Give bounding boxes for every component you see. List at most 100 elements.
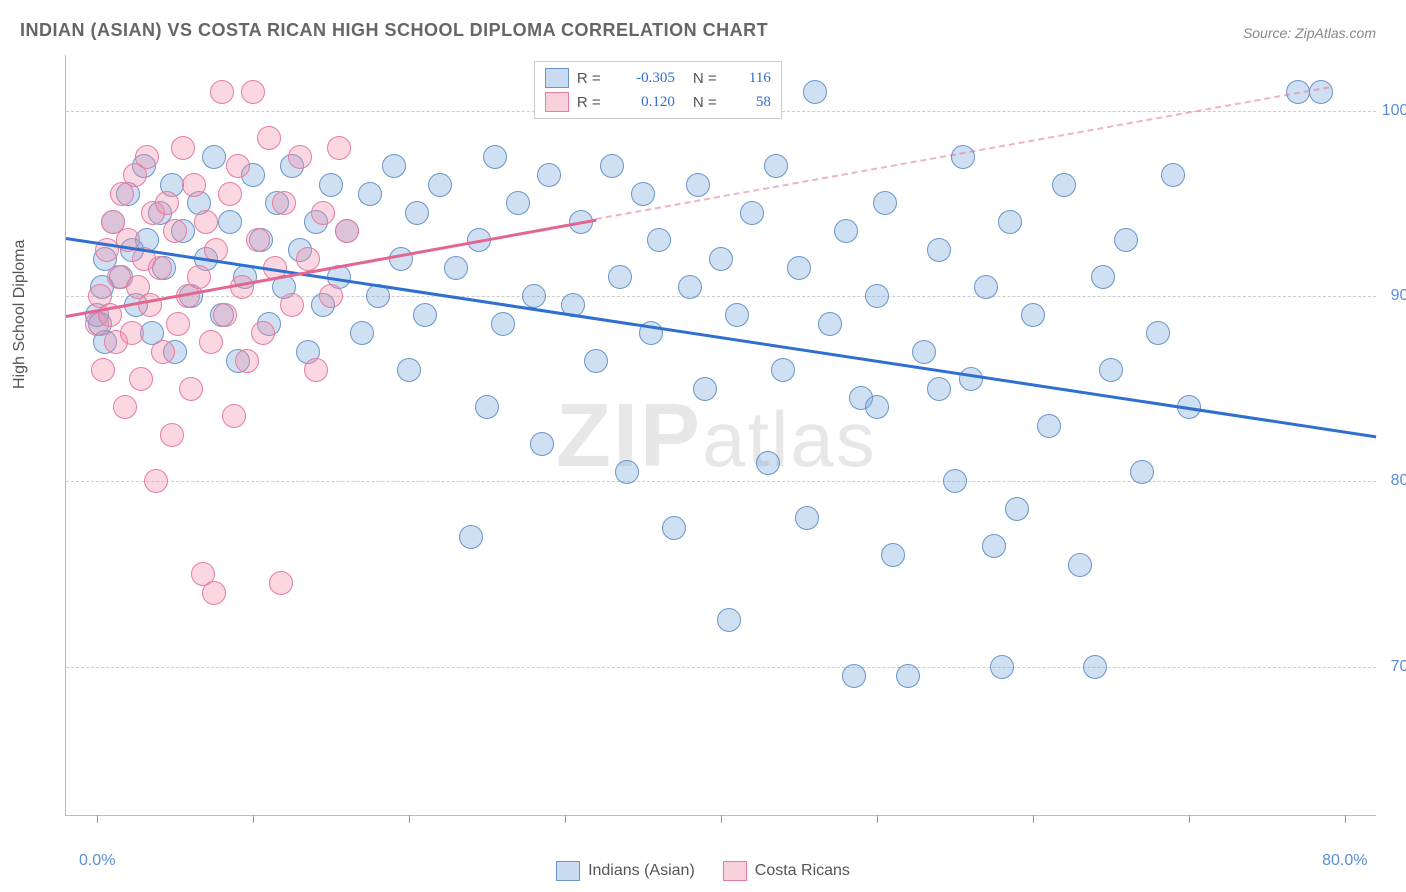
data-point xyxy=(202,145,226,169)
data-point xyxy=(428,173,452,197)
data-point xyxy=(222,404,246,428)
legend-swatch xyxy=(556,861,580,881)
x-tick xyxy=(97,815,98,823)
data-point xyxy=(257,126,281,150)
data-point xyxy=(998,210,1022,234)
chart-container: INDIAN (ASIAN) VS COSTA RICAN HIGH SCHOO… xyxy=(0,0,1406,892)
data-point xyxy=(251,321,275,345)
data-point xyxy=(787,256,811,280)
legend-n-value: 116 xyxy=(731,70,771,87)
legend-r-value: 0.120 xyxy=(615,94,675,111)
data-point xyxy=(1037,414,1061,438)
data-point xyxy=(475,395,499,419)
data-point xyxy=(319,284,343,308)
data-point xyxy=(151,340,175,364)
data-point xyxy=(951,145,975,169)
data-point xyxy=(896,664,920,688)
data-point xyxy=(210,80,234,104)
data-point xyxy=(113,395,137,419)
y-tick-label: 80.0% xyxy=(1391,472,1406,490)
data-point xyxy=(725,303,749,327)
data-point xyxy=(1068,553,1092,577)
data-point xyxy=(842,664,866,688)
data-point xyxy=(608,265,632,289)
data-point xyxy=(678,275,702,299)
data-point xyxy=(199,330,223,354)
data-point xyxy=(246,228,270,252)
data-point xyxy=(881,543,905,567)
chart-title: INDIAN (ASIAN) VS COSTA RICAN HIGH SCHOO… xyxy=(20,20,768,41)
data-point xyxy=(1146,321,1170,345)
data-point xyxy=(358,182,382,206)
data-point xyxy=(382,154,406,178)
data-point xyxy=(459,525,483,549)
legend-n-value: 58 xyxy=(731,94,771,111)
legend-r-label: R = xyxy=(577,94,607,111)
x-tick xyxy=(721,815,722,823)
data-point xyxy=(1130,460,1154,484)
data-point xyxy=(144,469,168,493)
data-point xyxy=(818,312,842,336)
data-point xyxy=(943,469,967,493)
data-point xyxy=(1099,358,1123,382)
data-point xyxy=(990,655,1014,679)
y-tick-label: 70.0% xyxy=(1391,658,1406,676)
data-point xyxy=(647,228,671,252)
data-point xyxy=(631,182,655,206)
data-point xyxy=(163,219,187,243)
y-tick-label: 100.0% xyxy=(1382,102,1406,120)
data-point xyxy=(1005,497,1029,521)
data-point xyxy=(662,516,686,540)
data-point xyxy=(1091,265,1115,289)
data-point xyxy=(927,377,951,401)
legend-correlation: R =-0.305N =116R =0.120N =58 xyxy=(534,61,782,119)
data-point xyxy=(235,349,259,373)
data-point xyxy=(335,219,359,243)
x-tick xyxy=(409,815,410,823)
data-point xyxy=(803,80,827,104)
data-point xyxy=(1309,80,1333,104)
x-tick xyxy=(1033,815,1034,823)
data-point xyxy=(771,358,795,382)
data-point xyxy=(304,358,328,382)
x-tick xyxy=(1345,815,1346,823)
data-point xyxy=(1052,173,1076,197)
legend-label: Indians (Asian) xyxy=(588,862,695,880)
data-point xyxy=(148,256,172,280)
data-point xyxy=(280,293,304,317)
legend-n-label: N = xyxy=(693,94,723,111)
data-point xyxy=(693,377,717,401)
data-point xyxy=(187,265,211,289)
watermark: ZIPatlas xyxy=(556,385,877,488)
data-point xyxy=(764,154,788,178)
gridline-horizontal xyxy=(66,296,1376,297)
data-point xyxy=(444,256,468,280)
data-point xyxy=(218,210,242,234)
data-point xyxy=(483,145,507,169)
data-point xyxy=(927,238,951,262)
x-tick xyxy=(253,815,254,823)
data-point xyxy=(171,136,195,160)
data-point xyxy=(160,423,184,447)
legend-swatch xyxy=(545,92,569,112)
data-point xyxy=(740,201,764,225)
y-axis-label: High School Diploma xyxy=(11,240,29,389)
data-point xyxy=(350,321,374,345)
data-point xyxy=(397,358,421,382)
chart-source: Source: ZipAtlas.com xyxy=(1243,25,1376,41)
legend-swatch xyxy=(545,68,569,88)
data-point xyxy=(166,312,190,336)
data-point xyxy=(296,247,320,271)
data-point xyxy=(865,395,889,419)
data-point xyxy=(155,191,179,215)
data-point xyxy=(982,534,1006,558)
data-point xyxy=(795,506,819,530)
legend-r-label: R = xyxy=(577,70,607,87)
data-point xyxy=(213,303,237,327)
legend-swatch xyxy=(723,861,747,881)
data-point xyxy=(522,284,546,308)
gridline-horizontal xyxy=(66,667,1376,668)
data-point xyxy=(584,349,608,373)
x-tick xyxy=(1189,815,1190,823)
legend-r-value: -0.305 xyxy=(615,70,675,87)
